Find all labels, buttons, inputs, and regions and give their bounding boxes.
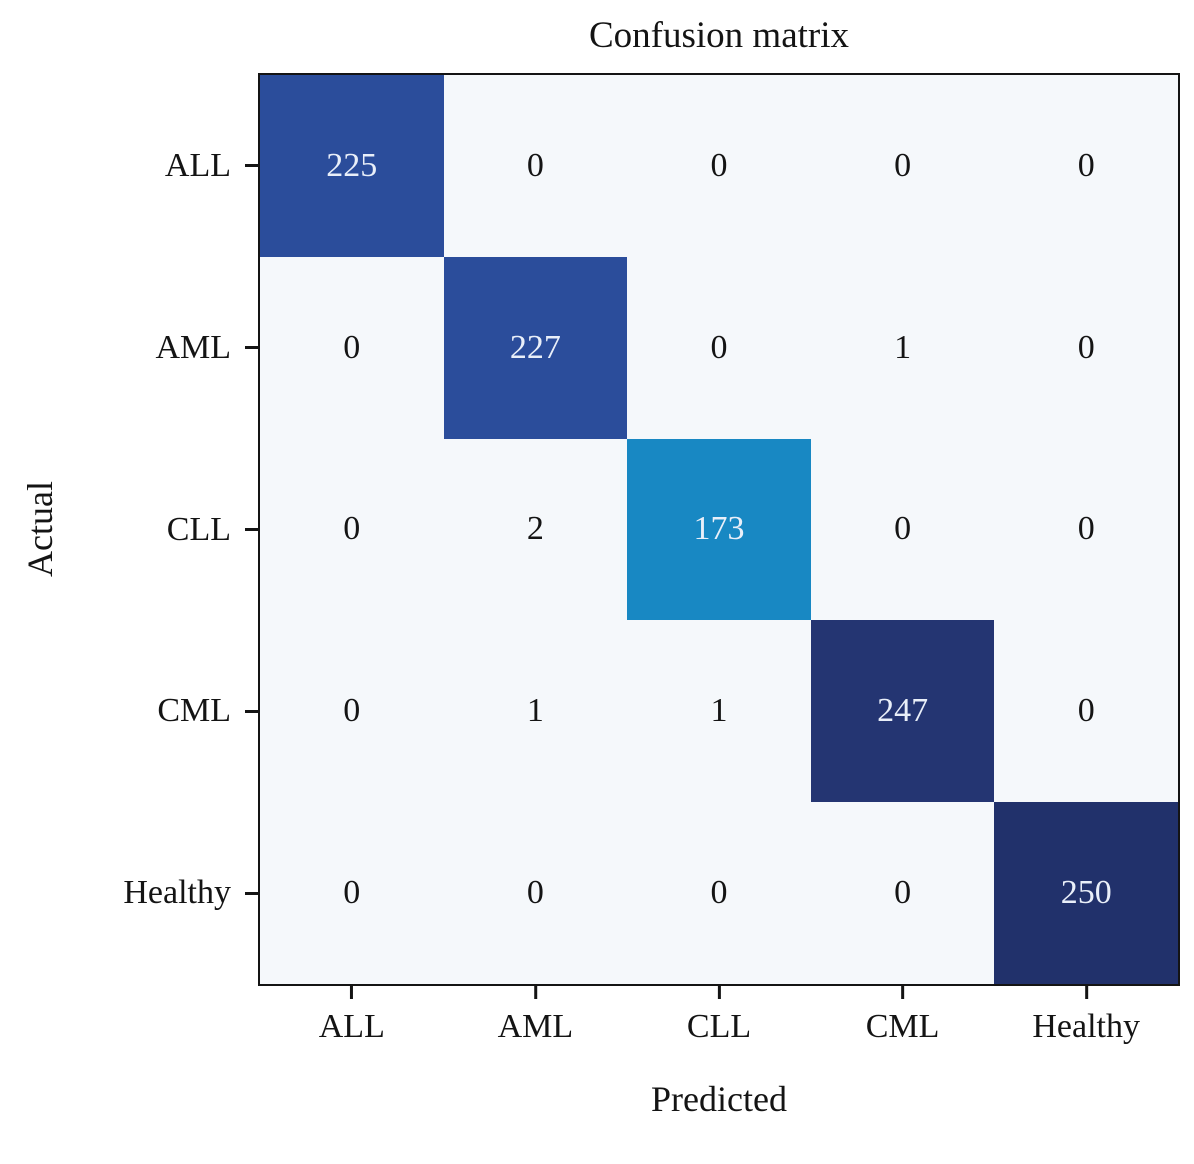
x-tick-label: Healthy bbox=[1032, 1008, 1141, 1045]
cell-AML-CML: 1 bbox=[810, 256, 995, 439]
heatmap-grid: 225 0 0 0 0 0 227 0 1 0 0 2 173 0 0 0 1 1 247 0 0 0 0 0 250 bbox=[258, 73, 1180, 986]
cell-CML-ALL: 0 bbox=[260, 620, 444, 803]
y-axis: ALL AML CLL CML Healthy bbox=[0, 73, 258, 986]
x-tick-Healthy: Healthy bbox=[1032, 986, 1140, 1046]
x-tick-label: CLL bbox=[686, 1008, 752, 1045]
cell-ALL-AML: 0 bbox=[443, 75, 628, 257]
cell-Healthy-CML: 0 bbox=[810, 802, 995, 984]
x-axis-label: Predicted bbox=[651, 1079, 787, 1119]
y-tick-CLL: CLL bbox=[167, 511, 258, 549]
y-tick-mark bbox=[245, 346, 258, 350]
x-tick-mark bbox=[1084, 986, 1088, 999]
cell-CLL-Healthy: 0 bbox=[994, 438, 1178, 621]
y-tick-mark bbox=[245, 891, 258, 895]
y-tick-mark bbox=[245, 709, 258, 713]
x-tick-label: ALL bbox=[318, 1008, 385, 1045]
cell-ALL-ALL: 225 bbox=[260, 75, 444, 257]
x-tick-label: AML bbox=[497, 1008, 574, 1045]
y-tick-label: Healthy bbox=[123, 874, 231, 912]
cell-Healthy-Healthy: 250 bbox=[994, 802, 1178, 984]
cell-Healthy-ALL: 0 bbox=[260, 802, 444, 984]
cell-Healthy-AML: 0 bbox=[443, 802, 628, 984]
y-tick-label: CLL bbox=[166, 510, 231, 548]
x-tick-CLL: CLL bbox=[687, 986, 751, 1046]
cell-CML-CLL: 1 bbox=[627, 620, 811, 803]
y-tick-mark bbox=[245, 528, 258, 531]
x-tick-AML: AML bbox=[497, 986, 574, 1046]
cell-CML-Healthy: 0 bbox=[994, 620, 1178, 803]
cell-CLL-CLL: 173 bbox=[627, 438, 811, 621]
y-tick-label: ALL bbox=[164, 146, 231, 184]
x-tick-mark bbox=[350, 986, 354, 999]
y-tick-ALL: ALL bbox=[165, 147, 258, 185]
cell-AML-ALL: 0 bbox=[260, 256, 444, 439]
cell-ALL-CML: 0 bbox=[810, 75, 995, 257]
cell-CML-CML: 247 bbox=[810, 620, 995, 803]
cell-ALL-Healthy: 0 bbox=[994, 75, 1178, 257]
cell-CML-AML: 1 bbox=[443, 620, 628, 803]
chart-title: Confusion matrix bbox=[588, 15, 849, 56]
y-tick-label: CML bbox=[157, 692, 231, 730]
y-tick-Healthy: Healthy bbox=[123, 874, 258, 912]
y-tick-label: AML bbox=[155, 328, 231, 366]
cell-AML-CLL: 0 bbox=[627, 256, 811, 439]
cell-CLL-ALL: 0 bbox=[260, 438, 444, 621]
cell-CLL-CML: 0 bbox=[810, 438, 995, 621]
y-tick-AML: AML bbox=[155, 329, 258, 367]
x-tick-CML: CML bbox=[865, 986, 940, 1046]
x-axis: ALL AML CLL CML Healthy bbox=[258, 986, 1180, 1076]
x-tick-ALL: ALL bbox=[319, 986, 385, 1046]
x-tick-mark bbox=[901, 986, 905, 999]
cell-CLL-AML: 2 bbox=[443, 438, 628, 621]
x-tick-mark bbox=[717, 986, 721, 999]
y-tick-mark bbox=[245, 164, 258, 168]
cell-ALL-CLL: 0 bbox=[627, 75, 811, 257]
cell-AML-Healthy: 0 bbox=[994, 256, 1178, 439]
cell-AML-AML: 227 bbox=[443, 256, 628, 439]
x-tick-label: CML bbox=[865, 1008, 940, 1045]
y-tick-CML: CML bbox=[157, 692, 258, 730]
cell-Healthy-CLL: 0 bbox=[627, 802, 811, 984]
x-tick-mark bbox=[533, 986, 537, 999]
